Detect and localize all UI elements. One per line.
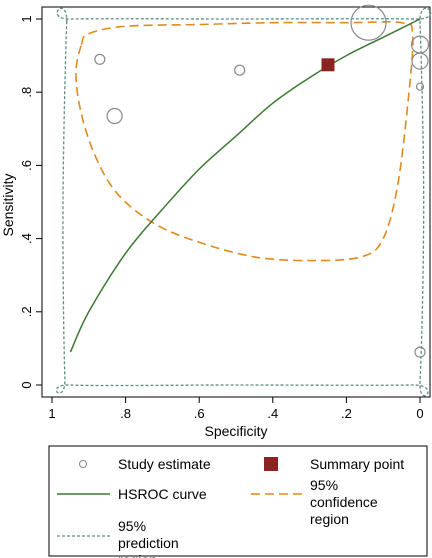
- x-tick-label: .2: [341, 406, 352, 421]
- study-estimate-point: [106, 107, 123, 125]
- legend-prediction-label: 95%: [118, 518, 146, 534]
- y-tick-label: .2: [19, 306, 34, 317]
- legend-hsroc-label: HSROC curve: [118, 486, 207, 502]
- y-tick-label: .8: [19, 87, 34, 98]
- x-tick-label: 0: [416, 406, 423, 421]
- legend-box: [48, 445, 428, 557]
- study-estimate-point: [414, 346, 426, 358]
- prediction-region-line: [55, 7, 432, 397]
- legend-confidence-label: 95%: [310, 477, 338, 493]
- y-tick-label: .6: [19, 160, 34, 171]
- study-estimates-layer: [94, 4, 430, 358]
- legend-summary-label: Summary point: [310, 456, 404, 472]
- study-estimate-point: [411, 52, 429, 70]
- study-estimate-point: [415, 82, 425, 91]
- confidence-region-line: [75, 21, 414, 262]
- x-axis-label: Specificity: [204, 423, 267, 439]
- legend-confidence-label: confidence: [310, 494, 378, 510]
- x-tick-label: .4: [267, 406, 278, 421]
- study-estimate-point: [234, 64, 246, 76]
- x-tick-label: .8: [120, 406, 131, 421]
- summary-point-layer: [321, 58, 335, 72]
- study-estimate-point: [94, 53, 106, 65]
- x-tick-label: .6: [194, 406, 205, 421]
- y-tick-label: .4: [19, 233, 34, 244]
- legend-confidence-label: region: [310, 511, 349, 527]
- hsroc-curve-line: [69, 18, 421, 353]
- y-tick-label: 0: [19, 381, 34, 388]
- prediction-region-layer: [55, 7, 432, 397]
- legend-study-label: Study estimate: [118, 456, 211, 472]
- confidence-region-layer: [75, 21, 414, 262]
- y-axis-label: Sensitivity: [0, 173, 16, 236]
- x-tick-label: 1: [48, 406, 55, 421]
- axes-layer: 1 .8 .6 .4 .2 0 0 .2 .4 .6 .8 1: [19, 15, 424, 421]
- hsroc-curve-layer: [69, 18, 421, 353]
- legend-summary-symbol: [264, 457, 278, 471]
- legend-study-symbol: [78, 459, 88, 469]
- study-estimate-point: [350, 4, 387, 41]
- legend-prediction-label: prediction: [118, 535, 179, 551]
- legend-prediction-label: region: [118, 552, 157, 558]
- summary-point-marker: [321, 58, 335, 72]
- y-tick-label: 1: [19, 15, 34, 22]
- legend: Study estimate Summary point HSROC curve 95…: [57, 456, 404, 558]
- plot-frame: [41, 6, 431, 398]
